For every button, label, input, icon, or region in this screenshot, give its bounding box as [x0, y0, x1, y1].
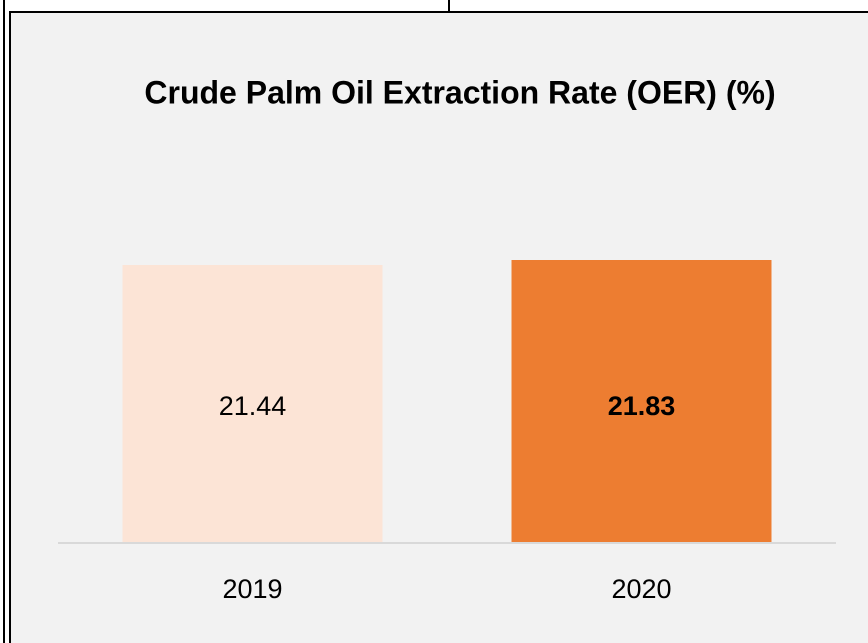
- x-tick-label: 2019: [222, 574, 282, 604]
- bar: [122, 265, 383, 542]
- bar: [511, 260, 772, 542]
- data-label: 21.44: [219, 391, 287, 421]
- data-label: 21.83: [608, 391, 676, 421]
- x-tick-label: 2020: [611, 574, 671, 604]
- chart-title: Crude Palm Oil Extraction Rate (OER) (%): [144, 74, 775, 110]
